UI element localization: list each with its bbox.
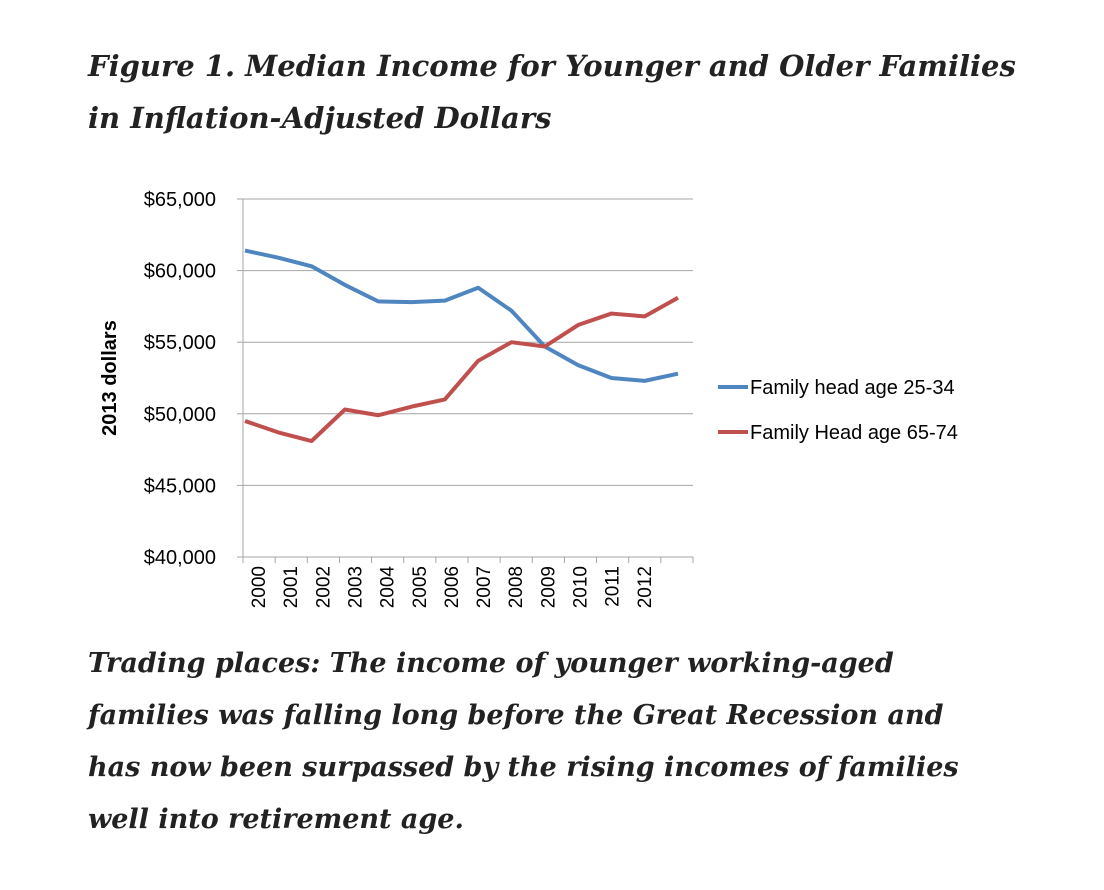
y-tick-label: $50,000: [144, 404, 216, 426]
series-line: [244, 296, 679, 444]
x-tick-label: 2002: [313, 566, 334, 608]
y-tick-label: $45,000: [144, 475, 216, 497]
x-tick-label: 2010: [571, 566, 592, 608]
caption: families was falling long before the Gre…: [86, 700, 944, 731]
y-tick-label: $65,000: [144, 189, 216, 211]
series-line: [244, 248, 679, 383]
caption: Trading places: The income of younger wo…: [88, 648, 894, 679]
x-tick-label: 2005: [410, 566, 431, 608]
chart-title: Figure 1. Median Income for Younger and …: [87, 49, 1016, 83]
x-tick-label: 2007: [474, 566, 495, 608]
legend-label: Family head age 25-34: [750, 377, 955, 399]
x-tick-label: 2012: [635, 566, 656, 608]
x-tick-label: 2004: [378, 566, 399, 609]
x-tick-label: 2003: [346, 566, 367, 608]
x-tick-label: 2006: [442, 566, 463, 608]
x-tick-label: 2000: [249, 566, 270, 608]
y-tick-label: $55,000: [144, 332, 216, 354]
caption: has now been surpassed by the rising inc…: [88, 752, 959, 783]
x-tick-label: 2009: [538, 566, 559, 608]
y-tick-label: $40,000: [144, 547, 216, 569]
caption: well into retirement age.: [88, 804, 464, 835]
y-axis-label: 2013 dollars: [99, 320, 121, 436]
y-tick-label: $60,000: [144, 261, 216, 283]
legend-label: Family Head age 65-74: [750, 422, 958, 444]
chart-title: in Inflation-Adjusted Dollars: [88, 101, 551, 135]
x-tick-label: 2011: [603, 566, 624, 607]
x-tick-label: 2008: [506, 566, 527, 608]
x-tick-label: 2001: [281, 566, 302, 608]
